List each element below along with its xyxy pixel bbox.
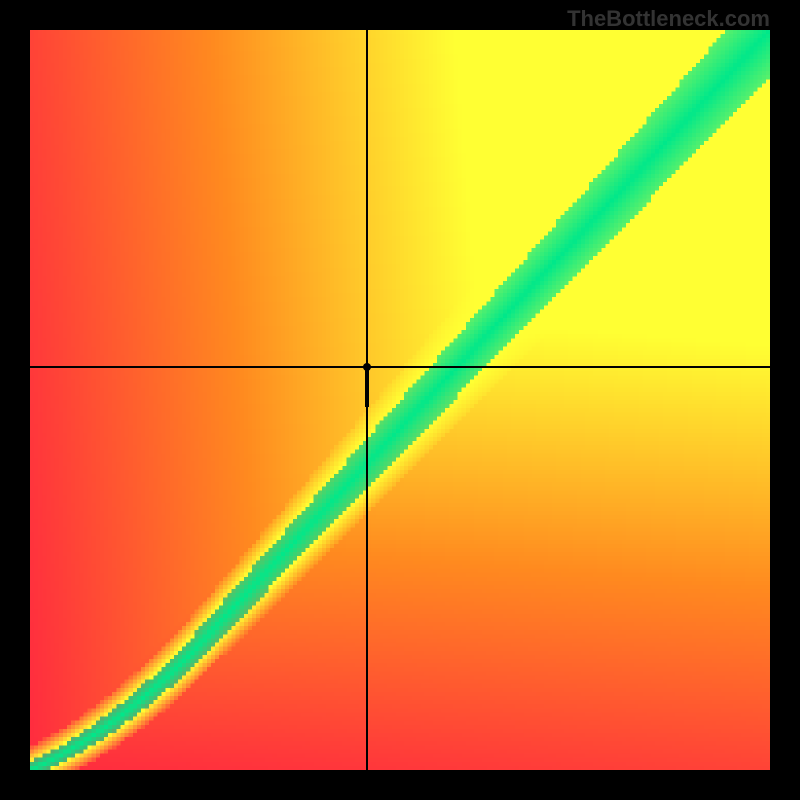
crosshair-tick-below — [365, 367, 369, 408]
chart-container: TheBottleneck.com — [0, 0, 800, 800]
crosshair-horizontal — [30, 366, 770, 368]
heatmap-canvas — [30, 30, 770, 770]
watermark-text: TheBottleneck.com — [567, 6, 770, 32]
crosshair-dot — [363, 363, 371, 371]
